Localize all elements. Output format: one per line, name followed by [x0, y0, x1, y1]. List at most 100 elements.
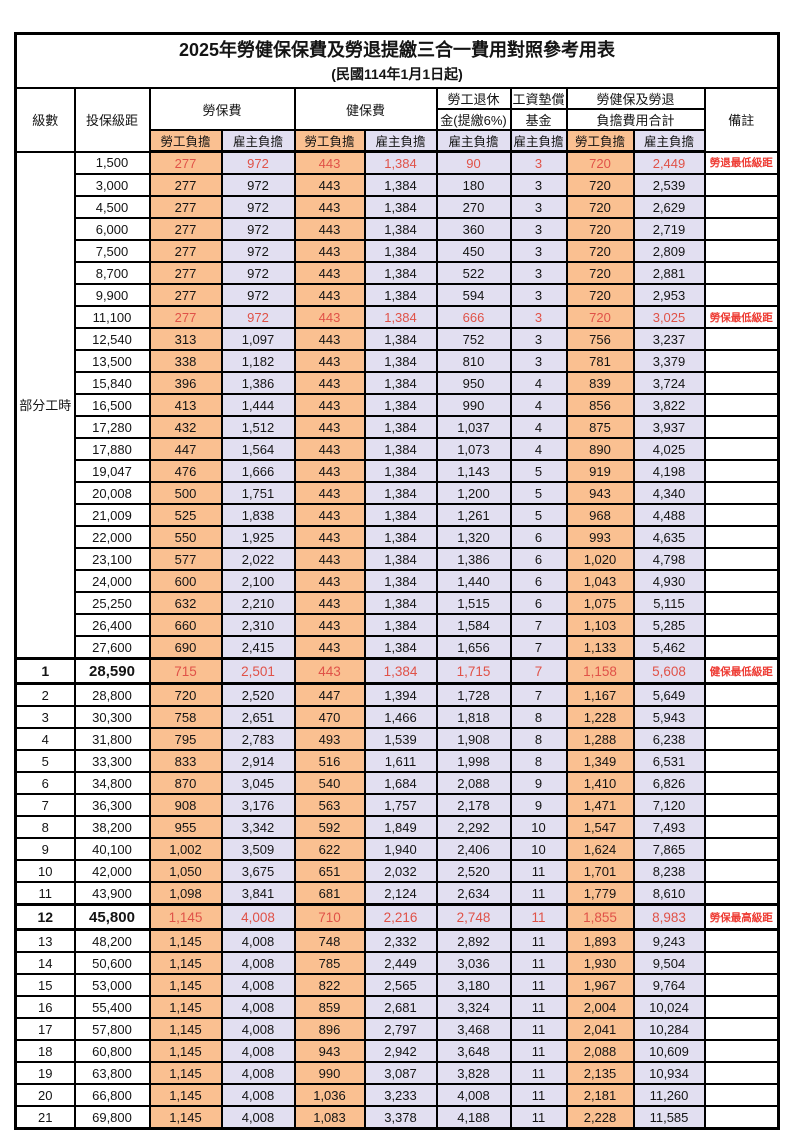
table-row: 7,500 277 972 443 1,384 450 3 720 2,809 [16, 239, 780, 263]
cell-pension-employer: 3,468 [435, 1017, 512, 1041]
cell-salary-bracket: 8,700 [73, 261, 151, 285]
col-header-note: 備註 [703, 87, 780, 153]
table-row: 20 66,800 1,145 4,008 1,036 3,233 4,008 11 2,181… [14, 1083, 780, 1107]
cell-level: 18 [14, 1039, 76, 1063]
cell-total-employer: 4,635 [632, 525, 706, 549]
cell-labor-employee: 525 [148, 503, 223, 527]
cell-level: 9 [14, 837, 76, 861]
cell-wage-fund-employer: 6 [509, 569, 568, 593]
cell-labor-employee: 500 [148, 481, 223, 505]
cell-level: 4 [14, 727, 76, 751]
cell-total-employee: 2,228 [565, 1105, 635, 1130]
cell-health-employee: 443 [293, 525, 366, 549]
cell-labor-employer: 4,008 [220, 928, 296, 953]
cell-labor-employee: 577 [148, 547, 223, 571]
cell-health-employer: 1,849 [363, 815, 438, 839]
cell-wage-fund-employer: 11 [509, 1083, 568, 1107]
cell-total-employer: 7,493 [632, 815, 706, 839]
cell-total-employee: 2,041 [565, 1017, 635, 1041]
cell-level: 8 [14, 815, 76, 839]
cell-pension-employer: 1,656 [435, 635, 512, 660]
cell-labor-employee: 1,145 [148, 1061, 223, 1085]
cell-health-employee: 785 [293, 951, 366, 975]
cell-level: 6 [14, 771, 76, 795]
cell-health-employer: 1,384 [363, 415, 438, 439]
cell-labor-employee: 277 [148, 283, 223, 307]
cell-health-employee: 622 [293, 837, 366, 861]
cell-salary-bracket: 25,250 [73, 591, 151, 615]
cell-labor-employer: 972 [220, 195, 296, 219]
cell-health-employee: 822 [293, 973, 366, 997]
cell-labor-employee: 720 [148, 682, 223, 707]
cell-wage-fund-employer: 7 [509, 635, 568, 660]
cell-wage-fund-employer: 7 [509, 657, 568, 685]
cell-pension-employer: 2,178 [435, 793, 512, 817]
cell-labor-employee: 1,145 [148, 1105, 223, 1130]
cell-total-employee: 1,103 [565, 613, 635, 637]
table-row: 18 60,800 1,145 4,008 943 2,942 3,648 11 2,088 10… [14, 1039, 780, 1063]
cell-pension-employer: 1,908 [435, 727, 512, 751]
cell-labor-employee: 277 [148, 173, 223, 197]
subheader-labor-employer: 雇主負擔 [220, 129, 296, 153]
cell-health-employer: 1,384 [363, 195, 438, 219]
cell-labor-employee: 277 [148, 195, 223, 219]
cell-labor-employee: 1,002 [148, 837, 223, 861]
cell-labor-employee: 758 [148, 705, 223, 729]
cell-note: 勞保最低級距 [703, 305, 780, 329]
cell-pension-employer: 594 [435, 283, 512, 307]
cell-wage-fund-employer: 10 [509, 837, 568, 861]
table-row: 17 57,800 1,145 4,008 896 2,797 3,468 11 2,041 10… [14, 1017, 780, 1041]
cell-total-employee: 943 [565, 481, 635, 505]
cell-health-employee: 443 [293, 569, 366, 593]
cell-total-employer: 3,937 [632, 415, 706, 439]
cell-labor-employer: 1,838 [220, 503, 296, 527]
cell-labor-employee: 313 [148, 327, 223, 351]
cell-salary-bracket: 28,800 [73, 682, 151, 707]
cell-labor-employer: 1,666 [220, 459, 296, 483]
cell-health-employee: 443 [293, 613, 366, 637]
cell-pension-employer: 1,728 [435, 682, 512, 707]
cell-labor-employer: 3,841 [220, 881, 296, 906]
cell-wage-fund-employer: 7 [509, 682, 568, 707]
cell-salary-bracket: 17,880 [73, 437, 151, 461]
cell-health-employee: 516 [293, 749, 366, 773]
cell-note [703, 793, 780, 817]
cell-health-employer: 1,384 [363, 569, 438, 593]
cell-health-employer: 1,940 [363, 837, 438, 861]
cell-health-employee: 1,083 [293, 1105, 366, 1130]
cell-wage-fund-employer: 8 [509, 705, 568, 729]
cell-salary-bracket: 42,000 [73, 859, 151, 883]
cell-labor-employer: 4,008 [220, 903, 296, 931]
cell-total-employer: 3,822 [632, 393, 706, 417]
cell-labor-employer: 1,097 [220, 327, 296, 351]
cell-salary-bracket: 45,800 [73, 903, 151, 931]
cell-labor-employer: 2,415 [220, 635, 296, 660]
table-row: 24,000 600 2,100 443 1,384 1,440 6 1,043 4,930 [16, 569, 780, 593]
table-row: 13 48,200 1,145 4,008 748 2,332 2,892 11 1,893 9,… [14, 928, 780, 953]
cell-pension-employer: 1,998 [435, 749, 512, 773]
page-subtitle: (民國114年1月1日起) [331, 66, 463, 82]
cell-total-employer: 9,764 [632, 973, 706, 997]
subheader-labor-employee: 勞工負擔 [148, 129, 223, 153]
cell-pension-employer: 666 [435, 305, 512, 329]
cell-level: 16 [14, 995, 76, 1019]
cell-health-employee: 748 [293, 928, 366, 953]
cell-total-employee: 720 [565, 217, 635, 241]
cell-pension-employer: 950 [435, 371, 512, 395]
cell-wage-fund-employer: 3 [509, 195, 568, 219]
cell-pension-employer: 1,261 [435, 503, 512, 527]
cell-labor-employer: 2,022 [220, 547, 296, 571]
cell-salary-bracket: 69,800 [73, 1105, 151, 1130]
cell-health-employee: 443 [293, 173, 366, 197]
cell-health-employee: 443 [293, 327, 366, 351]
cell-labor-employer: 972 [220, 173, 296, 197]
cell-labor-employee: 432 [148, 415, 223, 439]
cell-health-employee: 443 [293, 503, 366, 527]
cell-level: 7 [14, 793, 76, 817]
cell-note [703, 815, 780, 839]
cell-health-employer: 1,384 [363, 503, 438, 527]
cell-health-employee: 443 [293, 150, 366, 175]
cell-wage-fund-employer: 3 [509, 150, 568, 175]
cell-note [703, 1105, 780, 1130]
cell-note [703, 995, 780, 1019]
